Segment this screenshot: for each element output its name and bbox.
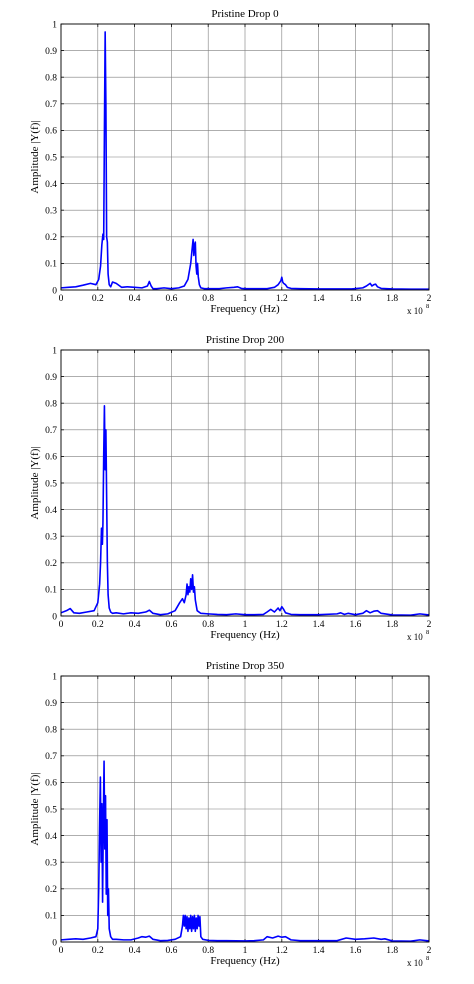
x-multiplier-exponent: 8: [426, 303, 429, 310]
y-tick-label: 0.6: [45, 453, 57, 463]
x-axis-label: Frequency (Hz): [210, 303, 280, 315]
x-tick-label: 1.6: [349, 946, 361, 956]
plot-frame: [60, 675, 430, 943]
y-tick-label: 0.8: [45, 726, 57, 736]
y-tick-label: 0.5: [45, 479, 57, 489]
y-tick-label: 0.3: [45, 207, 57, 217]
x-tick-label: 0: [59, 294, 64, 304]
y-tick-label: 0.2: [45, 559, 57, 569]
y-tick-label: 0.7: [45, 426, 57, 436]
x-tick-label: 0.6: [165, 620, 177, 630]
y-tick-label: 0.8: [45, 74, 57, 84]
x-multiplier-label: x 10: [407, 632, 423, 642]
x-tick-label: 0.8: [202, 946, 214, 956]
y-tick-label: 0.9: [45, 699, 57, 709]
chart-title: Pristine Drop 350: [206, 660, 285, 672]
y-tick-label: 0.9: [45, 47, 57, 57]
y-tick-label: 0.3: [45, 533, 57, 543]
y-tick-label: 0: [52, 938, 57, 948]
chart-panel-0: 0 0.2 0.4 0.6 0.8 1 1.2 1.4 1.6 1.8 2 0 0.1 0.2 0.3 0.4…: [29, 8, 432, 316]
chart-panel-1: 0 0.2 0.4 0.6 0.8 1 1.2 1.4 1.6 1.8 2 0 0.1 0.2 0.3 0.4…: [29, 334, 432, 642]
x-tick-label: 0.6: [165, 294, 177, 304]
x-tick-label: 0.4: [129, 294, 141, 304]
x-multiplier-exponent: 8: [426, 629, 429, 636]
y-tick-label: 0.3: [45, 859, 57, 869]
x-tick-label: 1.8: [386, 294, 398, 304]
x-tick-label: 0.6: [165, 946, 177, 956]
chart-title: Pristine Drop 200: [206, 334, 285, 346]
y-tick-label: 0.4: [45, 832, 57, 842]
y-tick-label: 0.5: [45, 805, 57, 815]
plot-frame: [60, 23, 430, 291]
y-tick-label: 0.7: [45, 752, 57, 762]
y-tick-label: 0.7: [45, 100, 57, 110]
y-tick-label: 0.5: [45, 153, 57, 163]
x-tick-label: 2: [427, 946, 432, 956]
series-line-0: [60, 31, 429, 291]
x-tick-label: 1: [243, 946, 248, 956]
y-tick-label: 0.4: [45, 506, 57, 516]
series-line-0: [60, 760, 430, 943]
x-multiplier-label: x 10: [407, 958, 423, 968]
x-multiplier-exponent: 8: [426, 955, 429, 962]
x-tick-label: 0: [59, 946, 64, 956]
y-tick-label: 1: [52, 346, 57, 356]
x-tick-label: 0.2: [92, 620, 104, 630]
y-tick-label: 0.1: [45, 586, 57, 596]
x-axis-label: Frequency (Hz): [210, 629, 280, 641]
series-line-0: [60, 405, 430, 617]
y-tick-label: 0.6: [45, 779, 57, 789]
x-tick-label: 0.8: [202, 620, 214, 630]
x-tick-label: 1.8: [386, 620, 398, 630]
y-tick-label: 1: [52, 20, 57, 30]
x-tick-label: 0.4: [129, 946, 141, 956]
x-tick-label: 1.4: [313, 620, 325, 630]
x-tick-label: 1.6: [349, 294, 361, 304]
x-tick-label: 1.2: [276, 620, 288, 630]
chart-panel-2: 0 0.2 0.4 0.6 0.8 1 1.2 1.4 1.6 1.8 2 0 0.1 0.2 0.3 0.4…: [29, 660, 432, 968]
x-tick-label: 1.4: [313, 946, 325, 956]
x-tick-label: 2: [427, 294, 432, 304]
y-tick-label: 0.1: [45, 912, 57, 922]
x-tick-label: 2: [427, 620, 432, 630]
x-tick-label: 1.8: [386, 946, 398, 956]
y-tick-label: 0.2: [45, 233, 57, 243]
y-tick-label: 1: [52, 672, 57, 682]
y-tick-label: 0: [52, 286, 57, 296]
y-tick-label: 0.2: [45, 885, 57, 895]
y-axis-label: Amplitude |Y(f)|: [29, 120, 41, 193]
x-tick-label: 1.6: [349, 620, 361, 630]
x-tick-label: 1: [243, 620, 248, 630]
plot-frame: [60, 349, 430, 617]
y-tick-label: 0.9: [45, 373, 57, 383]
chart-title: Pristine Drop 0: [211, 8, 279, 20]
y-tick-label: 0: [52, 612, 57, 622]
y-tick-label: 0.1: [45, 260, 57, 270]
x-tick-label: 1: [243, 294, 248, 304]
x-tick-label: 0.4: [129, 620, 141, 630]
x-tick-label: 0.2: [92, 294, 104, 304]
x-tick-label: 1.2: [276, 946, 288, 956]
x-tick-label: 1.4: [313, 294, 325, 304]
x-tick-label: 1.2: [276, 294, 288, 304]
x-tick-label: 0: [59, 620, 64, 630]
x-multiplier-label: x 10: [407, 306, 423, 316]
y-axis-label: Amplitude |Y(f)|: [29, 772, 41, 845]
x-axis-label: Frequency (Hz): [210, 955, 280, 967]
x-tick-label: 0.8: [202, 294, 214, 304]
x-tick-label: 0.2: [92, 946, 104, 956]
y-tick-label: 0.8: [45, 400, 57, 410]
y-tick-label: 0.4: [45, 180, 57, 190]
y-axis-label: Amplitude |Y(f)|: [29, 446, 41, 519]
y-tick-label: 0.6: [45, 127, 57, 137]
